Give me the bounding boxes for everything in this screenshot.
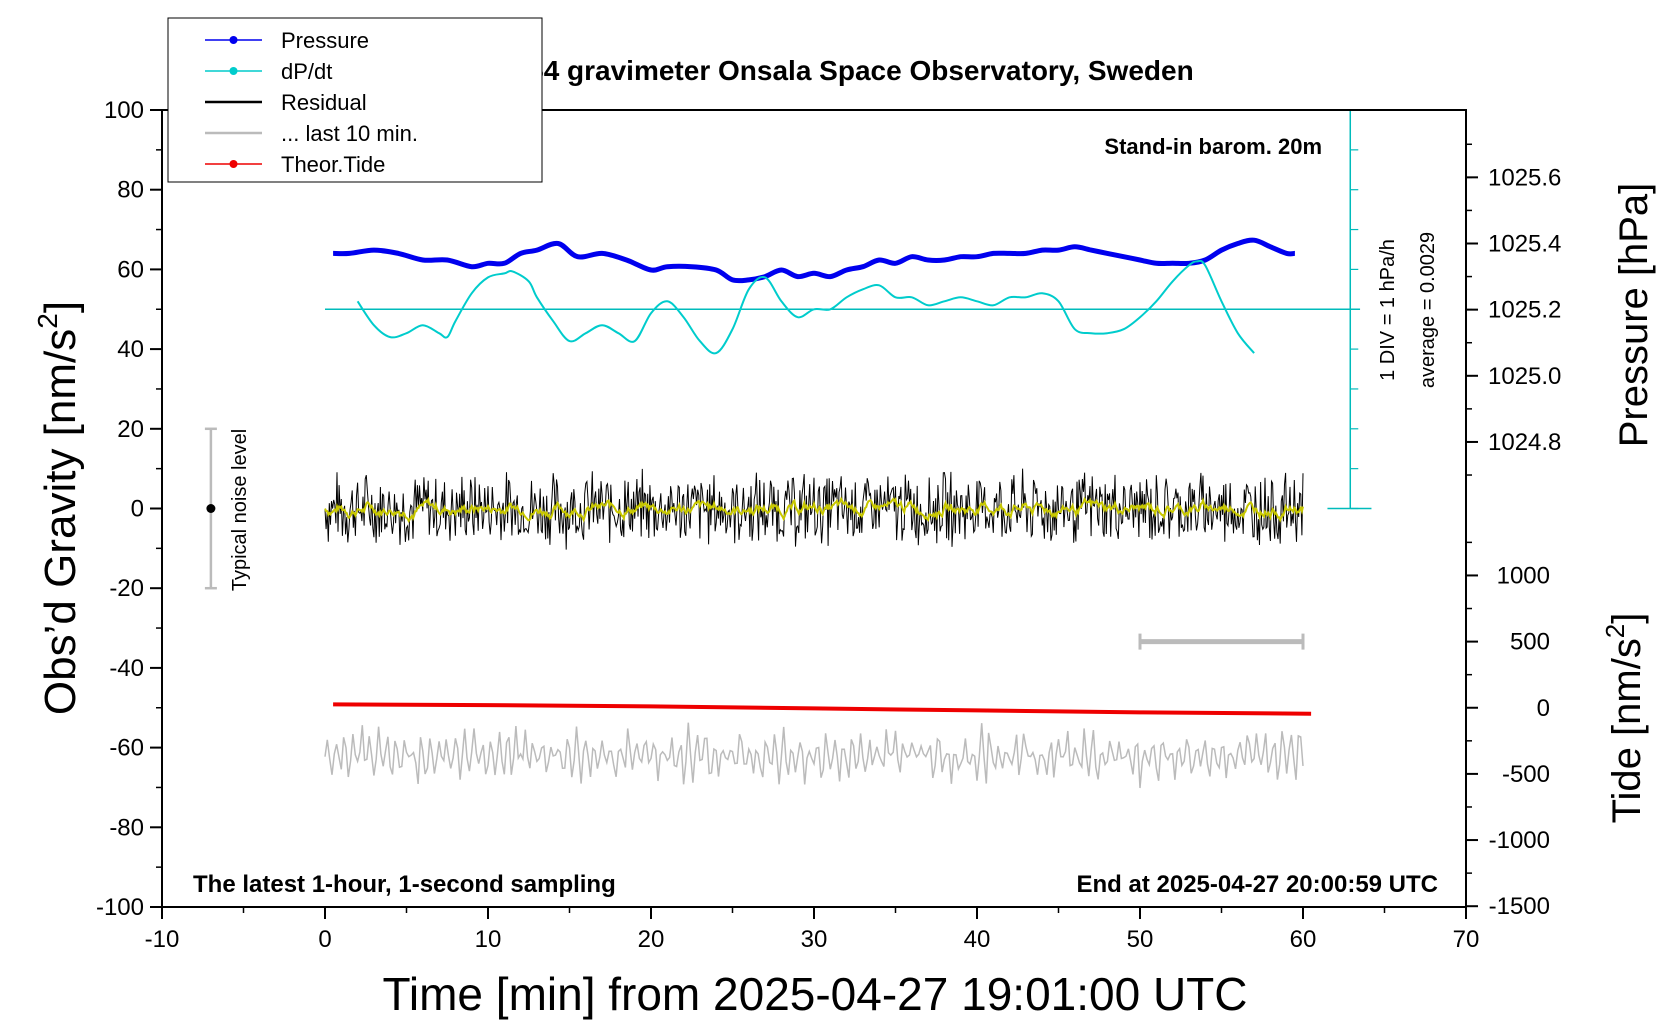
legend-label: Theor.Tide xyxy=(281,152,385,177)
pressure-axis-label: Pressure [hPa] xyxy=(1612,183,1656,448)
legend-marker xyxy=(229,160,238,168)
y-axis-label-sup: 2 xyxy=(32,313,63,329)
residual-line xyxy=(324,468,1304,550)
y-tick-label: 80 xyxy=(117,177,144,204)
x-axis-label: Time [min] from 2025-04-27 19:01:00 UTC xyxy=(383,968,1248,1020)
series-layer xyxy=(204,109,1372,789)
stand-in-annotation: Stand-in barom. 20m xyxy=(1104,134,1322,159)
y-tick-label: -100 xyxy=(96,894,144,921)
legend: Pressure dP/dt Residual ... last 10 min. The… xyxy=(167,17,543,183)
y-tick-label: -40 xyxy=(109,655,144,682)
average-annotation: average = 0.0029 xyxy=(1417,232,1439,388)
tide-axis-label-suffix: ] xyxy=(1605,613,1649,624)
legend-label: ... last 10 min. xyxy=(281,121,418,146)
tide-axis-label-sup: 2 xyxy=(1600,624,1630,638)
x-tick-label: 30 xyxy=(801,926,828,953)
last-10-min-line xyxy=(324,722,1304,789)
tide-axis-label: Tide [nm/s2] xyxy=(1600,613,1649,824)
y-tick-label: -80 xyxy=(109,814,144,841)
legend-label: Pressure xyxy=(281,28,369,53)
x-tick-label: 10 xyxy=(475,926,502,953)
x-tick-label: 60 xyxy=(1290,926,1317,953)
y-tick-label: -60 xyxy=(109,735,144,762)
theor-tide-line xyxy=(333,702,1312,716)
tide-tick-label: 500 xyxy=(1510,629,1550,656)
tide-tick-label: 0 xyxy=(1537,695,1550,722)
x-tick-label: 70 xyxy=(1453,926,1480,953)
tide-tick-label: -1500 xyxy=(1489,893,1550,920)
x-tick-label: 50 xyxy=(1127,926,1154,953)
legend-label: Residual xyxy=(281,90,367,115)
legend-items: Pressure dP/dt Residual ... last 10 min. The… xyxy=(205,28,418,177)
y-tick-label: 60 xyxy=(117,256,144,283)
x-tick-label: 40 xyxy=(964,926,991,953)
y-tick-label: 20 xyxy=(117,416,144,443)
residual-smoothed-line xyxy=(324,496,1304,523)
y-tick-label: 40 xyxy=(117,336,144,363)
legend-label: dP/dt xyxy=(281,59,332,84)
y-tick-label: 0 xyxy=(131,496,144,523)
tide-tick-label: 1000 xyxy=(1497,562,1550,589)
x-tick-label: 0 xyxy=(318,926,331,953)
tide-tick-label: -1000 xyxy=(1489,827,1550,854)
noise-annotation: Typical noise level xyxy=(229,429,251,591)
legend-box xyxy=(167,17,543,183)
latest-annotation: The latest 1-hour, 1-second sampling xyxy=(193,871,616,898)
pressure-tick-label: 1025.4 xyxy=(1488,230,1561,257)
x-tick-label: 20 xyxy=(638,926,665,953)
chart-title: SCG_054 gravimeter Onsala Space Observat… xyxy=(436,55,1193,86)
y-tick-label: -20 xyxy=(109,575,144,602)
legend-marker xyxy=(229,36,238,44)
end-annotation: End at 2025-04-27 20:00:59 UTC xyxy=(1077,871,1439,898)
tide-tick-label: -500 xyxy=(1502,761,1550,788)
y-axis-label-suffix: ] xyxy=(36,301,85,313)
dp-dt-line xyxy=(356,259,1255,355)
noise-bar-center xyxy=(206,504,216,513)
pressure-tick-label: 1025.0 xyxy=(1488,363,1561,390)
y-tick-label: 100 xyxy=(104,97,144,124)
pressure-tick-label: 1025.2 xyxy=(1488,297,1561,324)
pressure-line xyxy=(333,237,1296,284)
pressure-tick-label: 1024.8 xyxy=(1488,429,1561,456)
pressure-tick-label: 1025.6 xyxy=(1488,164,1561,191)
div-annotation: 1 DIV = 1 hPa/h xyxy=(1377,239,1399,381)
x-tick-label: -10 xyxy=(145,926,180,953)
y-axis-label: Obs’d Gravity [nm/s2] xyxy=(32,301,85,715)
legend-marker xyxy=(229,67,238,75)
ticks-layer: -10 0 10 20 30 40 50 60 70-100-80-60-40-20020406… xyxy=(96,97,1561,953)
